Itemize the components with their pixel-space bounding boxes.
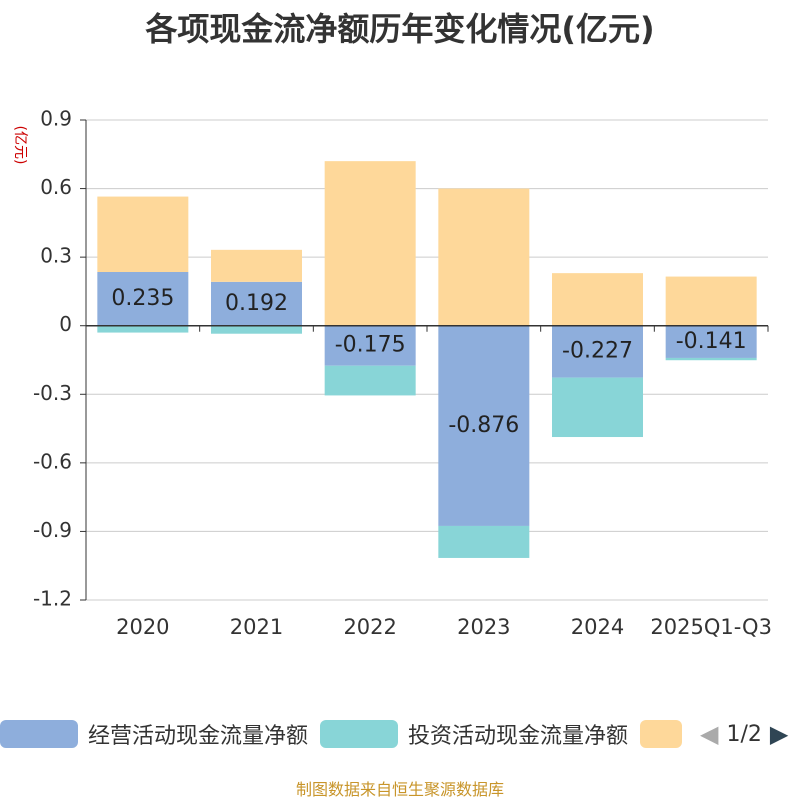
data-source-note: 制图数据来自恒生聚源数据库 — [295, 780, 504, 799]
bar-2022-series-0 — [324, 325, 416, 366]
data-label: 0.192 — [225, 291, 288, 316]
legend-swatch-investing — [320, 720, 398, 748]
bar-2024-series-1 — [552, 377, 643, 438]
legend-swatch-operating — [0, 720, 78, 748]
bar-2023-series-0 — [438, 325, 530, 526]
bar-2021-series-0 — [211, 281, 302, 326]
bar-2024-series-0 — [552, 325, 643, 378]
bar-2025Q1-Q3-series-2 — [665, 276, 757, 326]
y-axis-unit-label: (亿元) — [12, 126, 28, 165]
data-label: -0.876 — [448, 413, 519, 438]
bar-2023-series-2 — [438, 188, 530, 326]
bar-2023-series-1 — [438, 525, 530, 558]
data-label: -0.175 — [335, 333, 406, 358]
x-tick-label: 2024 — [571, 615, 624, 639]
y-tick-label: -1.2 — [33, 587, 72, 611]
bar-2020-series-1 — [97, 325, 189, 333]
legend-item-investing[interactable]: 投资活动现金流量净额 — [320, 714, 628, 754]
legend-label-operating: 经营活动现金流量净额 — [88, 724, 309, 749]
data-label: -0.227 — [562, 339, 633, 364]
x-tick-label: 2025Q1-Q3 — [650, 615, 772, 639]
bar-2021-series-1 — [211, 325, 302, 334]
bar-marks — [97, 161, 757, 558]
data-label: 0.235 — [111, 286, 174, 311]
x-tick-label: 2022 — [343, 615, 396, 639]
bar-2025Q1-Q3-series-0 — [665, 325, 757, 358]
bar-2021-series-2 — [211, 249, 302, 282]
legend-item-financing[interactable] — [640, 714, 692, 754]
legend: 经营活动现金流量净额 投资活动现金流量净额 ◀ 1/2 ▶ — [0, 714, 800, 754]
x-tick-label: 2023 — [457, 615, 510, 639]
bar-2024-series-2 — [552, 273, 643, 326]
x-tick-label: 2021 — [230, 615, 283, 639]
bar-2025Q1-Q3-series-1 — [665, 357, 757, 361]
prev-page-icon[interactable]: ◀ — [700, 720, 719, 748]
y-tick-label: 0 — [59, 312, 72, 336]
y-tick-label: 0.9 — [40, 107, 72, 131]
data-label: -0.141 — [676, 329, 747, 354]
bar-2020-series-2 — [97, 196, 189, 272]
data-labels: 0.235 0.192 -0.175 -0.876 -0.227 -0.141 — [111, 286, 746, 438]
y-tick-label: -0.3 — [33, 381, 72, 405]
bar-2020-series-0 — [97, 272, 189, 326]
legend-page-indicator: 1/2 — [726, 721, 762, 747]
legend-item-operating[interactable]: 经营活动现金流量净额 — [0, 714, 308, 754]
axes: 0.9 0.6 0.3 0 -0.3 -0.6 -0.9 -1.2 2020 2021 2022 20… — [33, 107, 772, 640]
legend-pager: ◀ 1/2 ▶ — [700, 714, 788, 754]
bar-2022-series-2 — [324, 161, 416, 326]
x-tick-label: 2020 — [116, 615, 169, 639]
y-tick-label: -0.6 — [33, 449, 72, 473]
y-tick-label: -0.9 — [33, 518, 72, 542]
chart-title: 各项现金流净额历年变化情况(亿元) — [145, 10, 655, 48]
legend-label-investing: 投资活动现金流量净额 — [408, 724, 629, 749]
legend-swatch-financing — [640, 720, 682, 748]
y-tick-label: 0.3 — [40, 244, 72, 268]
grid-lines — [86, 119, 768, 601]
y-tick-label: 0.6 — [40, 175, 72, 199]
next-page-icon[interactable]: ▶ — [769, 720, 789, 748]
bar-2022-series-1 — [324, 365, 416, 396]
